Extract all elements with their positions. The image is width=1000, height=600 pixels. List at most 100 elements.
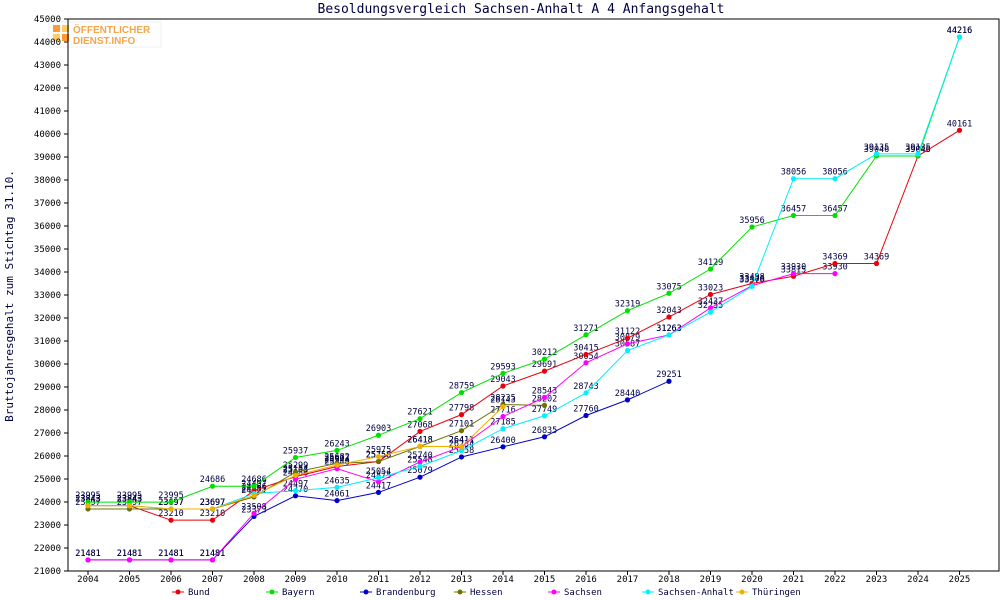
data-point — [541, 413, 548, 419]
data-point — [334, 462, 340, 468]
x-tick-label: 2023 — [866, 575, 888, 585]
data-label: 44216 — [947, 26, 973, 36]
data-label: 21481 — [200, 549, 226, 559]
data-point — [666, 332, 672, 338]
data-label: 23508 — [241, 502, 267, 512]
y-tick-label: 45000 — [34, 15, 61, 25]
x-tick-label: 2017 — [617, 575, 639, 585]
chart-series: 2384323843232102321024497251032554425758… — [75, 26, 972, 563]
y-tick-label: 24000 — [34, 498, 61, 508]
data-point — [624, 347, 631, 354]
data-label: 21481 — [117, 549, 143, 559]
data-label: 27101 — [449, 420, 475, 430]
y-tick-label: 35000 — [34, 245, 61, 255]
data-point — [417, 443, 423, 449]
data-label: 32043 — [656, 306, 682, 316]
data-label: 24686 — [200, 475, 226, 485]
legend-label: Sachsen — [564, 588, 602, 598]
data-label: 23697 — [200, 498, 226, 508]
data-point — [541, 356, 548, 362]
data-point — [458, 412, 465, 418]
data-point — [832, 212, 838, 219]
legend-item: Bund — [172, 588, 210, 598]
data-point — [707, 309, 714, 315]
legend-marker — [739, 589, 745, 595]
data-point — [500, 413, 506, 420]
y-tick-label: 42000 — [34, 84, 61, 94]
y-tick-label: 38000 — [34, 176, 61, 186]
data-label: 23995 — [117, 491, 143, 501]
data-label: 28543 — [532, 387, 558, 397]
watermark-logo: ÖFFENTLICHER DIENST.INFO — [48, 21, 162, 48]
data-label: 33498 — [739, 273, 765, 283]
data-label: 21481 — [75, 549, 101, 559]
series-hessen — [85, 401, 548, 512]
series-line — [88, 404, 545, 510]
data-label: 32319 — [615, 300, 641, 310]
data-point — [624, 335, 631, 341]
data-label: 25154 — [283, 464, 309, 474]
data-point — [417, 474, 423, 480]
data-label: 33930 — [822, 263, 848, 273]
legend-item: Bayern — [266, 588, 315, 598]
data-point — [458, 443, 465, 450]
data-label: 25054 — [366, 467, 392, 477]
data-label: 27749 — [532, 405, 558, 415]
data-label: 31263 — [656, 324, 682, 334]
x-tick-label: 2016 — [575, 575, 597, 585]
data-label: 33376 — [739, 275, 765, 285]
legend-marker — [363, 589, 369, 595]
data-label: 25682 — [324, 452, 350, 462]
data-point — [334, 466, 340, 472]
x-tick-label: 2010 — [326, 575, 348, 585]
data-label: 33023 — [698, 283, 724, 293]
data-point — [500, 404, 506, 410]
y-tick-label: 23000 — [34, 521, 61, 531]
data-label: 33406 — [739, 275, 765, 285]
data-point — [666, 314, 672, 320]
data-label: 25544 — [324, 455, 350, 465]
data-point — [541, 394, 548, 401]
data-point — [168, 499, 174, 505]
data-label: 38056 — [822, 168, 848, 178]
data-label: 29251 — [656, 370, 682, 380]
y-tick-label: 30000 — [34, 360, 61, 370]
x-tick-label: 2015 — [534, 575, 556, 585]
y-tick-label: 21000 — [34, 567, 61, 577]
chart-axes: 21000 22000 23000 24000 25000 26000 27000 28000… — [34, 15, 1000, 585]
y-tick-label: 26000 — [34, 452, 61, 462]
y-axis-label: Bruttojahresgehalt zum Stichtag 31.10. — [3, 170, 16, 422]
data-label: 33075 — [656, 282, 682, 292]
legend-item: Hessen — [454, 588, 503, 598]
data-point — [832, 176, 838, 182]
y-tick-label: 34000 — [34, 268, 61, 278]
y-tick-label: 25000 — [34, 475, 61, 485]
data-point — [292, 472, 299, 479]
data-label: 27760 — [573, 405, 599, 415]
data-point — [583, 360, 589, 366]
data-label: 34369 — [864, 253, 890, 263]
data-label: 26411 — [449, 436, 475, 446]
data-point — [749, 224, 755, 230]
data-point — [583, 332, 589, 338]
data-label: 21481 — [200, 549, 226, 559]
data-point — [417, 459, 423, 465]
data-label: 25079 — [407, 466, 433, 476]
data-label: 26418 — [407, 435, 433, 445]
data-label: 34129 — [698, 258, 724, 268]
y-tick-label: 43000 — [34, 61, 61, 71]
data-label: 32437 — [698, 297, 724, 307]
data-point — [375, 475, 382, 481]
data-label: 21481 — [158, 549, 184, 559]
data-label: 35956 — [739, 216, 765, 226]
x-tick-label: 2007 — [202, 575, 224, 585]
series-sachsen-anhalt — [85, 34, 963, 512]
x-tick-label: 2025 — [949, 575, 971, 585]
data-label: 29691 — [532, 360, 558, 370]
x-tick-label: 2024 — [907, 575, 929, 585]
data-point — [417, 416, 423, 422]
data-point — [541, 368, 548, 374]
x-tick-label: 2013 — [451, 575, 473, 585]
data-point — [458, 428, 465, 434]
data-label: 31263 — [656, 324, 682, 334]
